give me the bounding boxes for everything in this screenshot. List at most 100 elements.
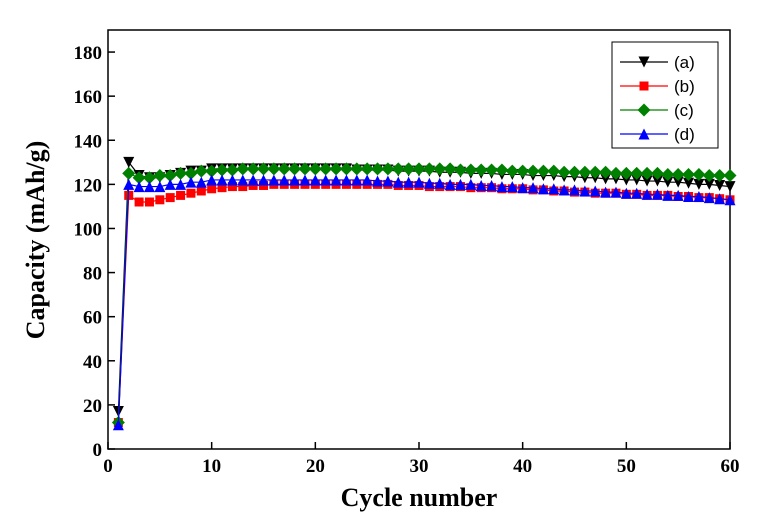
data-point (175, 178, 187, 190)
y-tick-label: 0 (93, 440, 103, 461)
data-point (308, 162, 322, 176)
data-point (609, 166, 623, 180)
data-point (382, 175, 394, 187)
data-point (351, 174, 363, 186)
data-point (237, 174, 249, 186)
data-point (403, 176, 415, 188)
data-point (600, 173, 612, 185)
x-tick-label: 10 (202, 456, 221, 477)
data-point (422, 162, 436, 176)
data-point (154, 181, 166, 193)
data-point (600, 186, 612, 198)
data-point (174, 166, 188, 180)
data-point (619, 166, 633, 180)
legend-marker (639, 81, 649, 91)
data-point (557, 165, 571, 179)
data-point (186, 188, 196, 198)
data-point (662, 176, 674, 188)
data-point (671, 167, 685, 181)
data-point (610, 186, 622, 198)
data-point (194, 164, 208, 178)
data-point (340, 174, 352, 186)
data-point (464, 163, 478, 177)
data-point (392, 176, 404, 188)
x-tick-label: 30 (410, 456, 429, 477)
data-point (444, 178, 456, 190)
data-point (588, 165, 602, 179)
data-point (703, 178, 715, 190)
data-point (589, 185, 601, 197)
data-point (391, 162, 405, 176)
data-point (226, 174, 238, 186)
legend-marker (638, 128, 650, 140)
data-point (258, 174, 269, 186)
y-tick-label: 160 (74, 87, 103, 108)
data-point (651, 188, 663, 200)
y-tick-label: 80 (83, 264, 102, 285)
data-point (703, 192, 715, 204)
data-point (372, 175, 384, 187)
data-point (339, 162, 353, 176)
legend-box (611, 41, 719, 149)
data-point (277, 162, 291, 176)
data-point (361, 174, 373, 186)
data-point (682, 167, 696, 181)
data-point (536, 164, 550, 178)
data-point (236, 162, 250, 176)
data-point (527, 182, 539, 194)
data-point (207, 184, 217, 194)
data-point (672, 176, 684, 188)
series-line (117, 179, 731, 425)
data-point (568, 165, 581, 179)
data-point (133, 181, 145, 193)
data-point (702, 169, 716, 183)
legend-label: (b) (674, 77, 695, 96)
data-point (723, 169, 737, 183)
x-axis-title: Cycle number (341, 483, 498, 512)
data-point (434, 177, 446, 189)
series-line (117, 183, 731, 423)
data-point (443, 162, 457, 176)
data-point (693, 178, 705, 190)
data-point (724, 181, 736, 193)
y-tick-label: 140 (74, 131, 103, 152)
data-point (132, 171, 146, 185)
data-point (165, 193, 175, 203)
data-point (288, 162, 302, 176)
data-point (205, 164, 219, 178)
y-tick-label: 120 (74, 175, 103, 196)
data-point (402, 162, 416, 176)
data-point (496, 181, 508, 193)
data-point (163, 169, 177, 183)
data-point (526, 164, 540, 178)
data-point (320, 174, 332, 186)
data-point (558, 184, 570, 196)
data-point (569, 184, 580, 196)
data-point (651, 175, 663, 187)
y-tick-label: 60 (83, 308, 102, 329)
data-point (599, 165, 613, 179)
data-point (641, 175, 653, 187)
series-line (117, 160, 731, 412)
data-point (641, 188, 653, 200)
legend-label: (d) (674, 125, 695, 144)
x-tick-label: 20 (306, 456, 325, 477)
x-tick-label: 60 (721, 456, 740, 477)
y-tick-label: 180 (74, 43, 103, 64)
data-point (453, 163, 467, 177)
data-point (474, 163, 488, 177)
data-point (329, 162, 343, 176)
data-point (579, 185, 591, 197)
data-point (693, 190, 705, 202)
data-point (662, 189, 674, 201)
data-point (298, 162, 312, 176)
data-point (360, 162, 374, 176)
data-point (714, 193, 726, 205)
data-point (505, 164, 519, 178)
data-point (289, 174, 301, 186)
data-point (319, 162, 333, 176)
data-point (465, 178, 477, 190)
data-point (164, 178, 176, 190)
x-tick-label: 0 (103, 456, 113, 477)
